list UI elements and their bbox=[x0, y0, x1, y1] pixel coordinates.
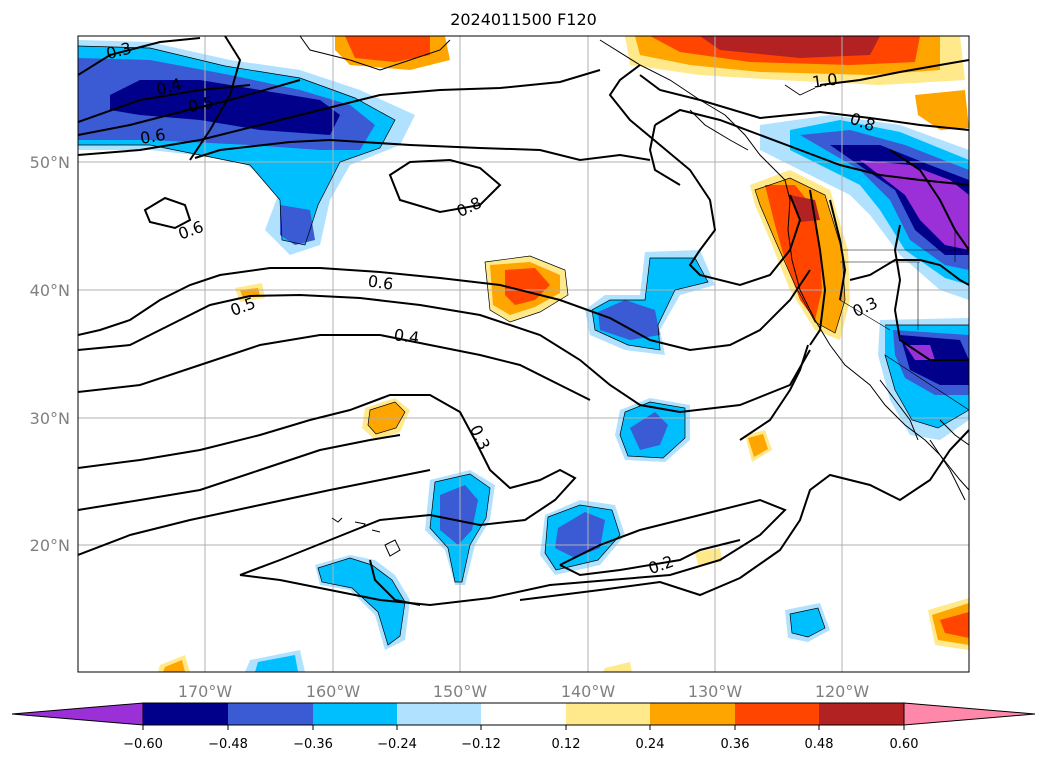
colorbar-tick: 0.36 bbox=[721, 737, 750, 752]
contour-label: 0.6 bbox=[367, 271, 395, 293]
colorbar: −0.60 −0.48 −0.36 −0.24 −0.12 0.12 0.24 … bbox=[11, 702, 1036, 752]
colorbar-bin bbox=[228, 703, 313, 725]
contour-label: 0.4 bbox=[393, 325, 421, 347]
lon-label: 150°W bbox=[433, 682, 488, 701]
lat-label: 40°N bbox=[30, 281, 70, 300]
lon-label: 130°W bbox=[688, 682, 743, 701]
graticule bbox=[78, 36, 969, 672]
lat-label: 50°N bbox=[30, 153, 70, 172]
lon-label: 160°W bbox=[306, 682, 361, 701]
lon-label: 120°W bbox=[815, 682, 870, 701]
contour-label: 0.6 bbox=[139, 125, 167, 148]
colorbar-bin bbox=[313, 703, 397, 725]
shading-outlines bbox=[78, 45, 969, 646]
contour-label: 0.5 bbox=[186, 92, 215, 116]
map-title: 2024011500 F120 bbox=[450, 10, 597, 29]
hawaii-islands bbox=[331, 517, 401, 557]
longitude-labels: 170°W 160°W 150°W 140°W 130°W 120°W bbox=[178, 682, 870, 701]
colorbar-tick: −0.12 bbox=[461, 737, 501, 752]
colorbar-bin bbox=[143, 703, 228, 725]
latitude-labels: 50°N 40°N 30°N 20°N bbox=[30, 153, 70, 555]
colorbar-extend-min bbox=[11, 702, 144, 726]
colorbar-tick: 0.12 bbox=[552, 737, 581, 752]
plot-frame bbox=[77, 35, 970, 673]
colorbar-tick: 0.48 bbox=[805, 737, 834, 752]
colorbar-bin bbox=[481, 703, 566, 725]
colorbar-bin bbox=[735, 703, 819, 725]
colorbar-bin bbox=[397, 703, 481, 725]
colorbar-tick: −0.48 bbox=[208, 737, 248, 752]
contour-lines bbox=[78, 36, 969, 607]
colorbar-tick: −0.36 bbox=[293, 737, 333, 752]
colorbar-tick: 0.24 bbox=[636, 737, 665, 752]
colorbar-extend-max bbox=[903, 702, 1036, 726]
colorbar-tick: −0.24 bbox=[377, 737, 417, 752]
colorbar-bin bbox=[650, 703, 735, 725]
lon-label: 170°W bbox=[178, 682, 233, 701]
lat-label: 30°N bbox=[30, 409, 70, 428]
colorbar-bin bbox=[819, 703, 904, 725]
colorbar-tick: 0.60 bbox=[890, 737, 919, 752]
colorbar-tick: −0.60 bbox=[123, 737, 163, 752]
lat-label: 20°N bbox=[30, 536, 70, 555]
lon-label: 140°W bbox=[561, 682, 616, 701]
colorbar-bin bbox=[566, 703, 650, 725]
contour-label: 1.0 bbox=[811, 69, 839, 91]
coastlines bbox=[299, 36, 969, 501]
